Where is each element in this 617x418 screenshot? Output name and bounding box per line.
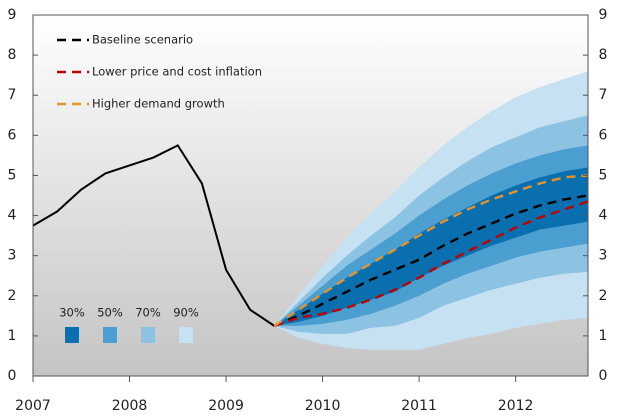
y-tick-label: 9 [8, 7, 17, 23]
y-tick-label: 2 [8, 288, 17, 304]
forecast-line [273, 174, 589, 327]
y-tick-label: 6 [8, 127, 17, 143]
fan-legend-swatch [141, 327, 155, 343]
fan-legend-label: 90% [173, 306, 199, 320]
y2-tick-label: 8 [599, 47, 608, 63]
y2-tick-label: 1 [599, 328, 608, 344]
y-tick-label: 0 [8, 368, 17, 384]
x-tick-label: 2012 [498, 398, 534, 414]
y2-tick-label: 9 [599, 7, 608, 23]
fan-legend-label: 30% [59, 306, 85, 320]
fan-band [274, 167, 588, 326]
legend-label: Higher demand growth [92, 97, 225, 111]
y2-tick-label: 7 [599, 87, 608, 103]
y2-tick-label: 5 [599, 167, 608, 183]
legend-label: Baseline scenario [92, 33, 193, 47]
x-tick-label: 2011 [401, 398, 437, 414]
fan-legend-swatch [65, 327, 79, 343]
y-tick-label: 7 [8, 87, 17, 103]
fan-legend-swatch [103, 327, 117, 343]
fan-legend-label: 50% [97, 306, 123, 320]
y-tick-label: 4 [8, 208, 17, 224]
forecast-line [273, 200, 589, 327]
y-tick-label: 8 [8, 47, 17, 63]
y2-tick-label: 6 [599, 127, 608, 143]
y2-tick-label: 3 [599, 248, 608, 264]
forecast-line [273, 194, 589, 327]
plot-frame [32, 14, 589, 377]
y2-tick-label: 0 [599, 368, 608, 384]
x-tick-label: 2010 [305, 398, 341, 414]
x-tick-label: 2008 [112, 398, 148, 414]
y-tick-label: 3 [8, 248, 17, 264]
x-tick-label: 2009 [208, 398, 244, 414]
y2-tick-label: 4 [599, 208, 608, 224]
legend-label: Lower price and cost inflation [92, 65, 262, 79]
fan-legend-swatch [179, 327, 193, 343]
x-tick-label: 2007 [15, 398, 51, 414]
y-tick-label: 5 [8, 167, 17, 183]
fan-legend-label: 70% [135, 306, 161, 320]
history-line [32, 144, 275, 327]
y-tick-label: 1 [8, 328, 17, 344]
y2-tick-label: 2 [599, 288, 608, 304]
